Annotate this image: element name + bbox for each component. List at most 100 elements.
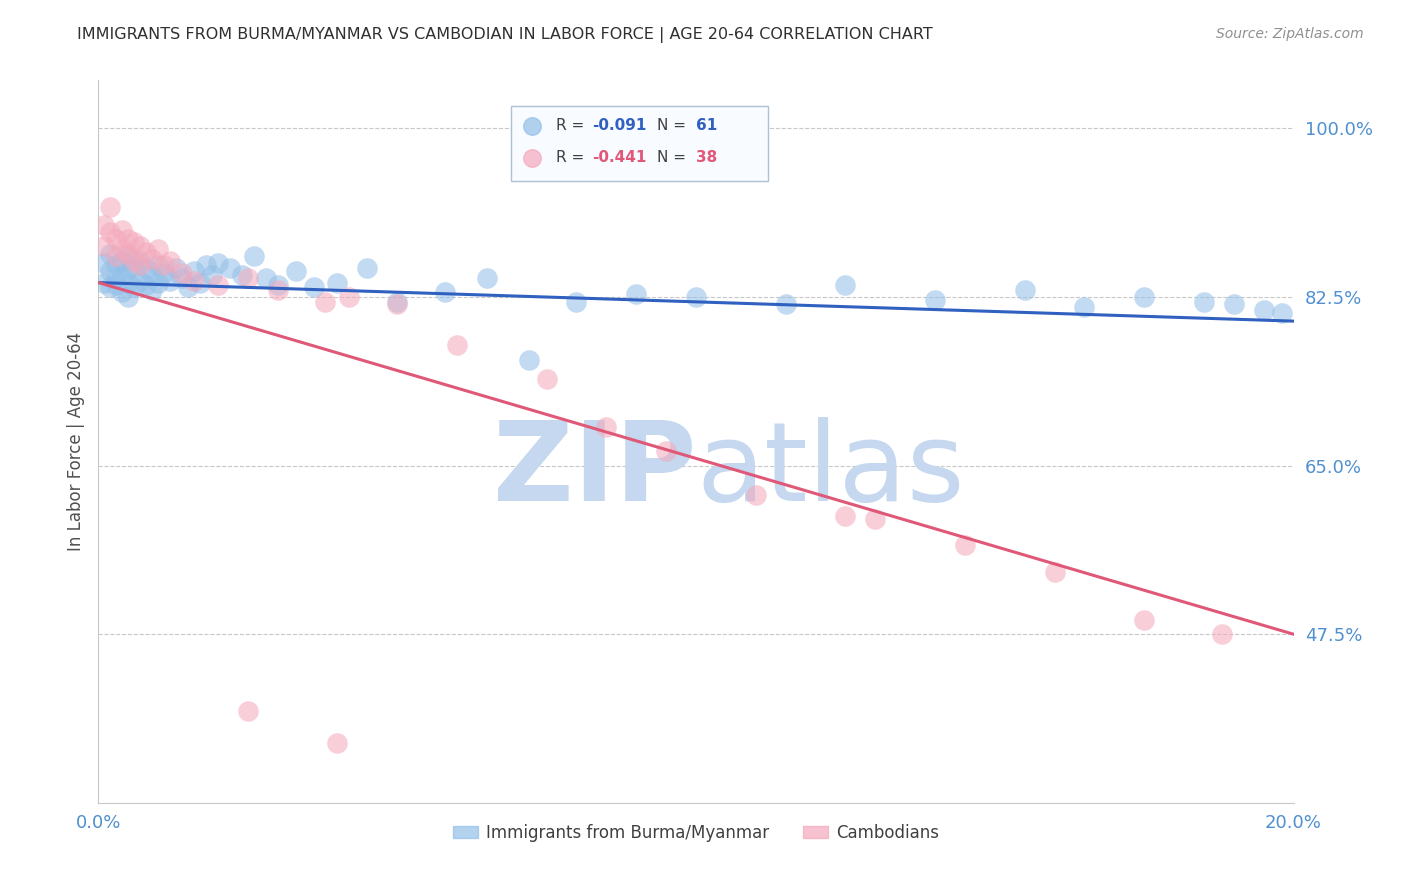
Point	[1043, 565, 1066, 579]
Point	[231, 268, 253, 282]
Point	[1014, 283, 1036, 297]
Point	[148, 276, 170, 290]
Point	[1211, 627, 1233, 641]
Point	[356, 261, 378, 276]
Point	[117, 249, 139, 263]
Point	[153, 258, 176, 272]
Point	[159, 274, 181, 288]
Point	[105, 249, 128, 263]
Point	[98, 226, 122, 240]
Point	[148, 242, 170, 256]
Point	[315, 294, 337, 309]
Text: R =: R =	[557, 150, 589, 165]
Point	[98, 246, 122, 260]
Text: 38: 38	[696, 150, 717, 165]
Text: ZIP: ZIP	[492, 417, 696, 524]
Text: N =: N =	[657, 150, 690, 165]
Legend: Immigrants from Burma/Myanmar, Cambodians: Immigrants from Burma/Myanmar, Cambodian…	[446, 817, 946, 848]
Point	[595, 420, 617, 434]
Point	[129, 239, 152, 253]
Point	[93, 239, 115, 253]
Point	[124, 254, 146, 268]
Point	[385, 294, 409, 309]
Y-axis label: In Labor Force | Age 20-64: In Labor Force | Age 20-64	[66, 332, 84, 551]
Point	[1253, 302, 1275, 317]
Point	[111, 242, 134, 256]
Point	[141, 283, 163, 297]
Point	[284, 264, 307, 278]
Point	[98, 264, 122, 278]
Point	[148, 258, 170, 272]
Point	[834, 277, 856, 292]
Point	[183, 264, 205, 278]
Point	[135, 277, 157, 292]
Point	[865, 511, 887, 525]
Point	[475, 270, 498, 285]
Point	[124, 235, 146, 249]
Point	[953, 538, 976, 552]
Point	[267, 283, 290, 297]
Text: atlas: atlas	[696, 417, 965, 524]
Point	[339, 290, 361, 304]
Point	[745, 487, 768, 501]
Point	[117, 276, 139, 290]
Point	[201, 268, 224, 282]
Point	[172, 270, 194, 285]
Point	[326, 736, 349, 750]
Text: -0.441: -0.441	[592, 150, 647, 165]
Point	[105, 232, 128, 246]
Point	[124, 280, 146, 294]
Point	[111, 254, 134, 268]
Point	[254, 270, 277, 285]
Point	[1192, 294, 1215, 309]
Point	[105, 270, 128, 285]
Text: 61: 61	[696, 119, 717, 133]
Point	[135, 244, 157, 259]
FancyBboxPatch shape	[510, 105, 768, 181]
Point	[93, 218, 115, 232]
Point	[207, 256, 229, 270]
Point	[111, 285, 134, 300]
Point	[195, 258, 218, 272]
Point	[326, 276, 349, 290]
Point	[159, 254, 181, 268]
Point	[236, 270, 259, 285]
Point	[117, 262, 139, 277]
Point	[243, 249, 266, 263]
Point	[111, 222, 134, 236]
Point	[165, 261, 187, 276]
Point	[655, 444, 678, 458]
Point	[1133, 613, 1156, 627]
Point	[385, 297, 409, 311]
Point	[141, 252, 163, 266]
Point	[111, 268, 134, 282]
Point	[517, 352, 540, 367]
Point	[98, 280, 122, 294]
Point	[117, 232, 139, 246]
Point	[135, 261, 157, 276]
Point	[1223, 297, 1246, 311]
Point	[153, 266, 176, 280]
Point	[188, 276, 211, 290]
Point	[1133, 290, 1156, 304]
Text: N =: N =	[657, 119, 690, 133]
Point	[172, 266, 194, 280]
Point	[141, 268, 163, 282]
Text: R =: R =	[557, 119, 589, 133]
Point	[124, 261, 146, 276]
Point	[129, 254, 152, 268]
Point	[117, 246, 139, 260]
Point	[924, 293, 946, 307]
Point	[434, 285, 457, 300]
Text: Source: ZipAtlas.com: Source: ZipAtlas.com	[1216, 27, 1364, 41]
Point	[98, 201, 122, 215]
Point	[446, 338, 468, 352]
Point	[834, 508, 856, 523]
Point	[685, 290, 707, 304]
Point	[105, 277, 128, 292]
Text: -0.091: -0.091	[592, 119, 647, 133]
Point	[117, 290, 139, 304]
Point	[207, 277, 229, 292]
Point	[267, 277, 290, 292]
Point	[1073, 300, 1095, 314]
